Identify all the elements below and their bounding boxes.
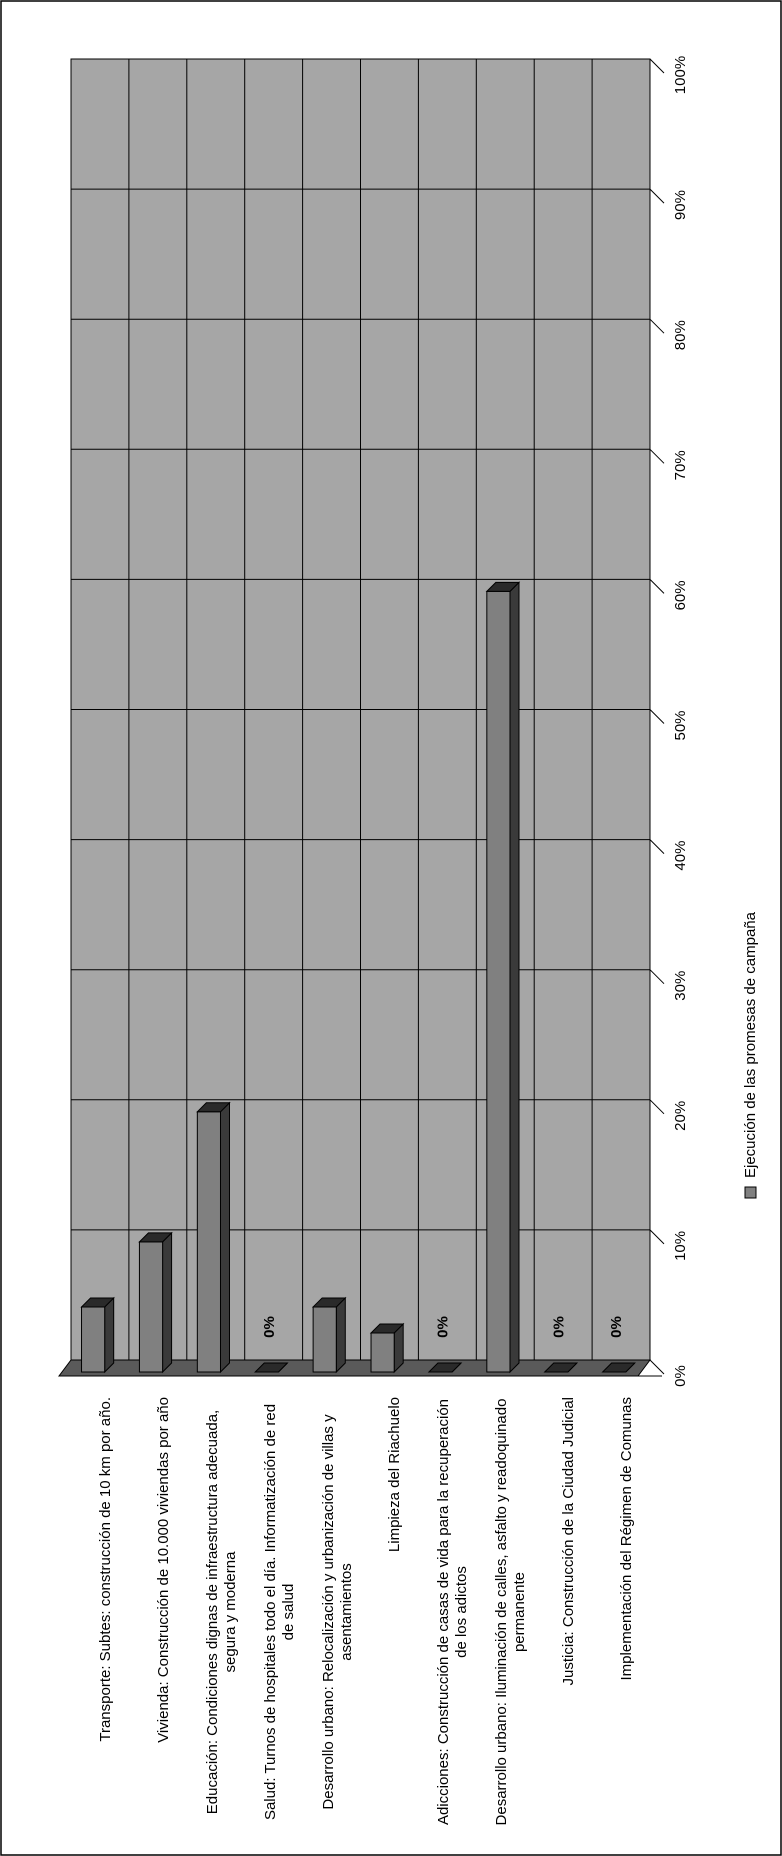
x-tick-label: Educación: Condiciones dignas de infraes… [203,1409,239,1815]
y-tick-label: 90% [672,190,689,220]
tick-mark [649,579,665,594]
bar-top [80,1297,115,1308]
tick-mark [649,1099,665,1115]
x-tick-label: Implementación del Régimen de Comunas [618,1397,636,1681]
tick-mark [649,839,665,854]
x-tick-label: Justicia: Construcción de la Ciudad Judi… [560,1397,578,1686]
y-tick-label: 40% [672,841,689,871]
tick-mark [649,188,665,204]
bar-side [335,1296,346,1374]
bar-top [427,1362,463,1373]
x-tick-label: Adicciones: Construcción de casas de vid… [435,1398,471,1826]
y-tick-label: 100% [672,56,689,94]
tick-mark [649,1359,665,1375]
x-tick-label: Transporte: Subtes: construcción de 10 k… [96,1397,114,1742]
bar [196,1111,221,1373]
bar [370,1332,395,1373]
x-tick-label: Limpieza del Riachuelo [386,1397,404,1553]
legend-label: Ejecución de las promesas de campaña [742,911,759,1178]
bar-top [254,1362,289,1373]
y-tick-label: 10% [672,1231,689,1261]
bar-top [601,1362,636,1373]
value-label: 0% [434,1316,451,1338]
bar [312,1306,337,1373]
bar-side [509,581,520,1374]
legend-swatch [744,1186,757,1199]
y-tick-label: 50% [672,710,689,740]
bar-side [104,1296,115,1374]
tick-mark [649,448,665,464]
bar-top [138,1232,173,1243]
bar [486,590,511,1373]
x-tick-label: Desarrollo urbano: Iluminación de calles… [493,1398,529,1826]
tick-mark [649,969,665,985]
y-tick-label: 30% [672,971,689,1001]
value-label: 0% [261,1316,278,1338]
y-tick-label: 20% [672,1101,689,1131]
y-tick-label: 80% [672,320,689,350]
tick-mark [649,318,665,334]
tick-mark [649,1229,665,1245]
value-label: 0% [550,1316,567,1338]
x-tick-label: Vivienda: Construcción de 10.000 viviend… [154,1397,172,1743]
tick-mark [649,58,665,74]
x-tick-label: Salud: Turnos de hospitales todo el día.… [261,1403,297,1821]
y-tick-label: 0% [672,1365,689,1387]
y-tick-label: 60% [672,580,689,610]
y-tick-label: 70% [672,450,689,480]
x-tick-label: Desarrollo urbano: Relocalización y urba… [319,1414,355,1810]
bar-top [543,1362,579,1373]
bar-top [196,1102,231,1113]
value-label: 0% [608,1316,625,1338]
bar-top [311,1297,347,1308]
bar-side [162,1231,173,1374]
bar [81,1306,106,1373]
bar-top [485,581,521,592]
bar-top [369,1323,405,1334]
bar [138,1241,164,1373]
tick-mark [649,709,665,724]
bar-side [219,1101,230,1374]
